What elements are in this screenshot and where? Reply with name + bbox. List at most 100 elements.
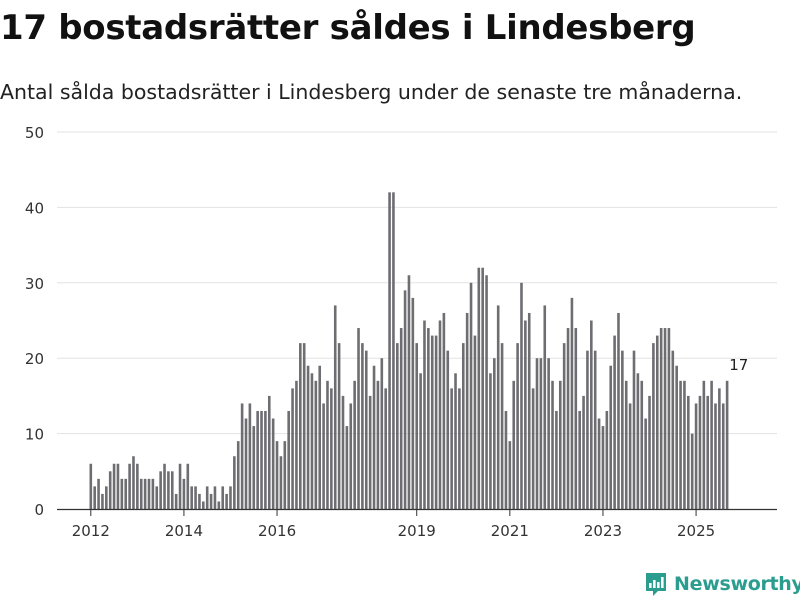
bar (574, 328, 578, 509)
bar (108, 471, 112, 509)
bar (256, 410, 259, 509)
bar (524, 320, 527, 509)
bar (450, 388, 453, 509)
y-tick-label: 20 (25, 350, 44, 368)
bar (275, 441, 279, 509)
bar (485, 275, 488, 509)
bar (566, 328, 570, 509)
bar (120, 478, 124, 509)
bar (236, 441, 240, 509)
bar (613, 335, 616, 509)
bar (97, 478, 100, 509)
bar (326, 380, 329, 509)
bar (419, 373, 422, 509)
y-tick-label: 10 (25, 426, 44, 444)
bar (318, 365, 322, 509)
bar (151, 478, 155, 509)
bar (337, 343, 341, 509)
bar (139, 478, 143, 509)
bar (310, 373, 314, 509)
bar (500, 343, 504, 509)
x-tick-label: 2025 (677, 522, 715, 540)
bar (271, 418, 275, 509)
bar (330, 388, 333, 509)
bar (283, 441, 287, 509)
bar (570, 297, 574, 509)
bar (101, 493, 104, 509)
bar (178, 463, 182, 509)
bar (116, 463, 120, 509)
bar (442, 312, 446, 509)
bar (202, 501, 205, 509)
bar (194, 486, 197, 509)
bar (721, 403, 725, 509)
bar (687, 395, 690, 509)
bar (132, 456, 135, 509)
bar (399, 328, 403, 509)
page-subtitle: Antal sålda bostadsrätter i Lindesberg u… (0, 80, 743, 104)
bar (349, 403, 353, 509)
bar (652, 343, 655, 509)
bar (170, 471, 174, 509)
x-tick-label: 2016 (258, 522, 296, 540)
bar (264, 410, 267, 509)
bar (644, 418, 647, 509)
bar (586, 350, 589, 509)
bar (345, 426, 349, 509)
bar (89, 463, 93, 509)
bar (430, 335, 434, 509)
bar (714, 403, 717, 509)
bar (725, 380, 729, 509)
bar (105, 486, 108, 509)
bar (372, 365, 376, 509)
bar (392, 192, 395, 509)
bar (190, 486, 193, 509)
bar (617, 312, 620, 509)
bar (314, 380, 318, 509)
bar (396, 343, 399, 509)
bar (423, 320, 426, 509)
bar (527, 312, 531, 509)
bar (679, 380, 682, 509)
bar (648, 395, 651, 509)
bar (147, 478, 151, 509)
x-tick-label: 2023 (584, 522, 622, 540)
bar (209, 493, 213, 509)
bar (287, 410, 290, 509)
bar (632, 350, 636, 509)
bar (182, 478, 186, 509)
bar (671, 350, 675, 509)
bar (267, 395, 271, 509)
bar (155, 486, 159, 509)
bar (244, 418, 248, 509)
bar (233, 456, 236, 509)
bar (477, 267, 481, 509)
bar (225, 493, 228, 509)
bar (683, 380, 686, 509)
bar (481, 267, 484, 509)
bar (624, 380, 628, 509)
bar (562, 343, 566, 509)
bar (496, 305, 500, 509)
x-tick-label: 2019 (398, 522, 436, 540)
bar (407, 275, 411, 509)
bar (295, 380, 298, 509)
bar (582, 395, 585, 509)
bar (322, 403, 325, 509)
bar (590, 320, 593, 509)
bar (446, 350, 450, 509)
newsworthy-logo[interactable]: Newsworthy (644, 570, 800, 598)
bar (667, 328, 671, 509)
bar (388, 192, 391, 509)
newsworthy-logo-text: Newsworthy (674, 573, 800, 595)
bar (543, 305, 547, 509)
bar (609, 365, 613, 509)
y-tick-label: 30 (25, 275, 44, 293)
bar (663, 328, 667, 509)
bar (221, 486, 225, 509)
bar (465, 312, 469, 509)
bar (415, 343, 419, 509)
bar (601, 426, 605, 509)
newsworthy-logo-icon (646, 573, 666, 596)
